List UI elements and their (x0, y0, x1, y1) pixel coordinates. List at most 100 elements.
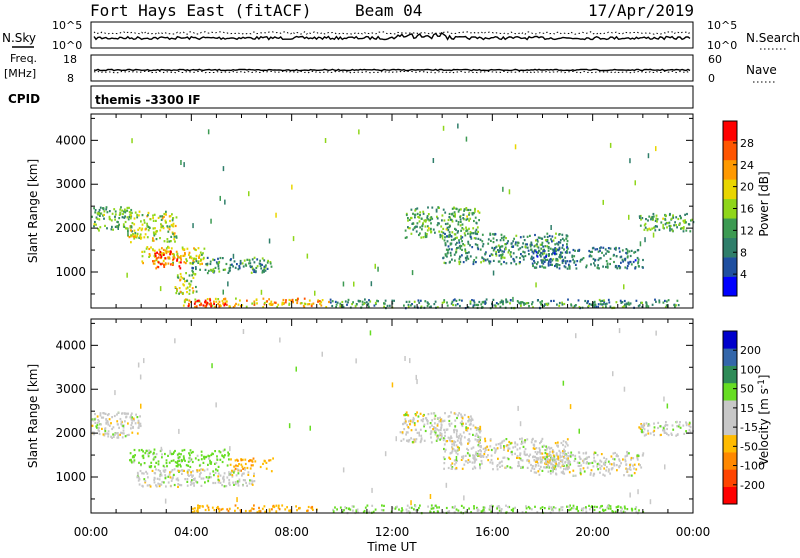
heatmap-cell (623, 505, 626, 508)
heatmap-cell (688, 428, 691, 432)
heatmap-cell (616, 267, 619, 270)
heatmap-cell (447, 245, 450, 248)
heatmap-cell (212, 270, 214, 273)
heatmap-cell (221, 484, 223, 487)
heatmap-cell (253, 270, 255, 273)
heatmap-cell (447, 229, 450, 232)
heatmap-cell (127, 412, 129, 415)
heatmap-cell (188, 253, 190, 256)
heatmap-cell (550, 458, 553, 461)
heatmap-cell (539, 507, 542, 510)
heatmap-cell (551, 457, 553, 460)
heatmap-cell (140, 463, 142, 466)
heatmap-cell (689, 426, 692, 429)
heatmap-cell (477, 210, 479, 213)
heatmap-cell (536, 452, 538, 456)
heatmap-cell (105, 422, 108, 425)
heatmap-cell (534, 505, 536, 508)
heatmap-cell (192, 474, 194, 477)
heatmap-cell (569, 504, 571, 507)
heatmap-cell (535, 266, 538, 269)
heatmap-cell (415, 438, 418, 441)
heatmap-cell (122, 429, 125, 432)
colorbar-swatch (723, 159, 737, 180)
heatmap-cell (546, 458, 548, 461)
heatmap-cell (551, 263, 553, 266)
heatmap-cell (430, 412, 433, 415)
heatmap-cell (320, 301, 323, 304)
heatmap-cell (228, 481, 231, 484)
heatmap-cell (613, 260, 615, 264)
heatmap-cell (449, 440, 452, 443)
heatmap-cell (423, 425, 425, 428)
heatmap-cell (460, 229, 462, 232)
heatmap-cell (146, 225, 149, 228)
heatmap-cell (474, 232, 477, 235)
heatmap-cell (551, 450, 554, 453)
heatmap-cell (594, 264, 596, 267)
heatmap-cell (176, 289, 178, 292)
heatmap-cell (427, 303, 430, 306)
heatmap-cell (241, 474, 243, 477)
heatmap-cell (167, 262, 170, 265)
heatmap-cell (463, 495, 465, 501)
heatmap-cell (150, 246, 152, 249)
heatmap-cell (265, 461, 268, 464)
heatmap-cell (407, 426, 410, 429)
colorbar-tick-label: -200 (740, 479, 765, 492)
heatmap-cell (241, 304, 244, 307)
heatmap-cell (200, 454, 203, 457)
heatmap-cell (124, 215, 126, 218)
heatmap-cell (596, 454, 599, 457)
heatmap-cell (680, 217, 682, 220)
heatmap-cell (605, 260, 608, 263)
heatmap-cell (682, 219, 685, 222)
heatmap-cell (502, 456, 505, 459)
heatmap-cell (105, 418, 108, 421)
heatmap-cell (433, 412, 435, 415)
heatmap-cell (437, 222, 439, 225)
heatmap-cell (573, 459, 576, 462)
heatmap-cell (520, 459, 523, 462)
heatmap-cell (563, 467, 565, 470)
heatmap-cell (238, 478, 241, 481)
heatmap-cell (552, 468, 554, 474)
heatmap-cell (521, 254, 524, 258)
heatmap-cell (625, 470, 628, 473)
heatmap-cell (467, 232, 469, 235)
heatmap-cell (615, 265, 618, 268)
heatmap-cell (234, 504, 237, 507)
heatmap-cell (629, 302, 632, 305)
heatmap-cell (241, 458, 244, 461)
heatmap-cell (615, 506, 618, 509)
heatmap-cell (239, 509, 242, 512)
heatmap-cell (557, 464, 560, 467)
heatmap-cell (549, 469, 552, 473)
heatmap-cell (183, 162, 185, 168)
heatmap-cell (266, 300, 268, 303)
heatmap-cell (645, 422, 648, 425)
heatmap-cell (422, 414, 425, 417)
heatmap-cell (405, 300, 408, 303)
heatmap-cell (133, 419, 135, 422)
heatmap-cell (552, 506, 555, 509)
heatmap-cell (196, 481, 199, 484)
heatmap-cell (469, 460, 471, 463)
heatmap-cell (519, 454, 521, 457)
heatmap-cell (224, 454, 226, 457)
heatmap-cell (136, 471, 139, 474)
heatmap-cell (447, 415, 450, 418)
heatmap-cell (181, 472, 183, 475)
heatmap-cell (463, 209, 465, 212)
heatmap-cell (172, 452, 174, 455)
heatmap-cell (457, 221, 460, 224)
heatmap-cell (480, 303, 483, 306)
heatmap-cell (402, 422, 405, 425)
heatmap-cell (102, 416, 105, 419)
heatmap-cell (635, 299, 638, 302)
heatmap-cell (623, 386, 626, 392)
heatmap-cell (534, 244, 537, 247)
heatmap-cell (140, 448, 143, 452)
heatmap-cell (685, 424, 688, 427)
heatmap-cell (564, 260, 567, 263)
